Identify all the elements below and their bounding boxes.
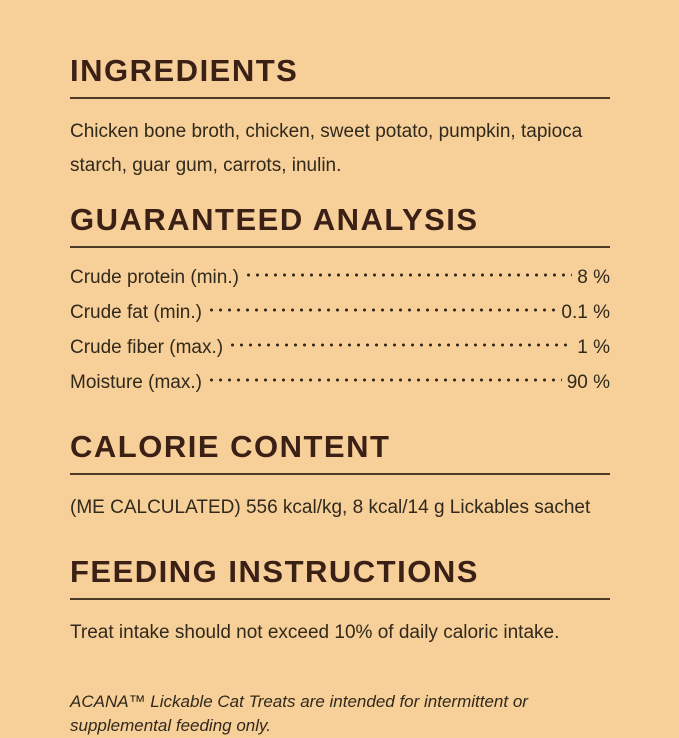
section-ingredients: INGREDIENTS Chicken bone broth, chicken,… <box>70 53 610 183</box>
intermittent-feeding-footnote: ACANA™ Lickable Cat Treats are intended … <box>70 692 528 736</box>
analysis-value: 8 % <box>577 267 610 289</box>
section-calorie-content: CALORIE CONTENT (ME CALCULATED) 556 kcal… <box>70 430 610 525</box>
guaranteed-analysis-title: GUARANTEED ANALYSIS <box>70 202 479 238</box>
ingredients-divider <box>70 97 610 100</box>
analysis-label: Moisture (max.) <box>70 372 202 394</box>
calorie-content-divider <box>70 473 610 476</box>
dot-leader <box>243 266 573 289</box>
analysis-row-crude-protein: Crude protein (min.) 8 % <box>70 260 610 295</box>
dot-leader <box>206 301 557 324</box>
calorie-content-text: (ME CALCULATED) 556 kcal/kg, 8 kcal/14 g… <box>70 497 591 519</box>
analysis-label: Crude protein (min.) <box>70 267 239 289</box>
section-feeding-instructions: FEEDING INSTRUCTIONS Treat intake should… <box>70 555 610 738</box>
calorie-content-title: CALORIE CONTENT <box>70 429 391 465</box>
feeding-instructions-title: FEEDING INSTRUCTIONS <box>70 554 479 590</box>
analysis-label: Crude fat (min.) <box>70 302 202 324</box>
spacer <box>70 183 610 203</box>
guaranteed-analysis-divider <box>70 246 610 249</box>
dot-leader <box>206 371 562 394</box>
spacer <box>70 525 610 555</box>
analysis-value: 0.1 % <box>561 302 610 324</box>
dot-leader <box>228 336 573 359</box>
pet-food-label-panel: INGREDIENTS Chicken bone broth, chicken,… <box>70 53 610 735</box>
analysis-row-crude-fat: Crude fat (min.) 0.1 % <box>70 295 610 330</box>
analysis-row-crude-fiber: Crude fiber (max.) 1 % <box>70 330 610 365</box>
spacer <box>70 400 610 430</box>
section-guaranteed-analysis: GUARANTEED ANALYSIS Crude protein (min.)… <box>70 202 610 400</box>
feeding-instructions-text: Treat intake should not exceed 10% of da… <box>70 622 560 644</box>
ingredients-list: Chicken bone broth, chicken, sweet potat… <box>70 121 583 177</box>
analysis-value: 90 % <box>566 372 610 394</box>
analysis-row-moisture: Moisture (max.) 90 % <box>70 365 610 400</box>
analysis-value: 1 % <box>577 337 610 359</box>
feeding-instructions-divider <box>70 598 610 601</box>
analysis-table: Crude protein (min.) 8 % Crude fat (min.… <box>70 260 610 400</box>
ingredients-title: INGREDIENTS <box>70 53 299 88</box>
analysis-label: Crude fiber (max.) <box>70 337 224 359</box>
